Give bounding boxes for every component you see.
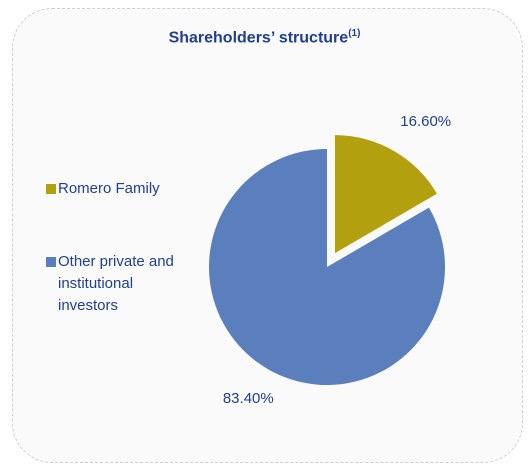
legend-swatch (46, 257, 56, 267)
chart-title-block: Shareholders’ structure(1) (0, 28, 529, 47)
pie-slice (334, 135, 437, 254)
legend-label: Romero Family (58, 180, 160, 197)
title-note: (1) (348, 28, 361, 39)
legend-item: Other private and institutional investor… (46, 251, 186, 317)
data-label: 16.60% (400, 113, 451, 130)
legend-item: Romero Family (46, 178, 196, 200)
legend-label: Other private and institutional investor… (58, 253, 174, 314)
chart-title: Shareholders’ structure (168, 29, 349, 47)
legend-swatch (46, 184, 56, 194)
data-label: 83.40% (223, 390, 274, 407)
pie-slice (209, 149, 445, 385)
